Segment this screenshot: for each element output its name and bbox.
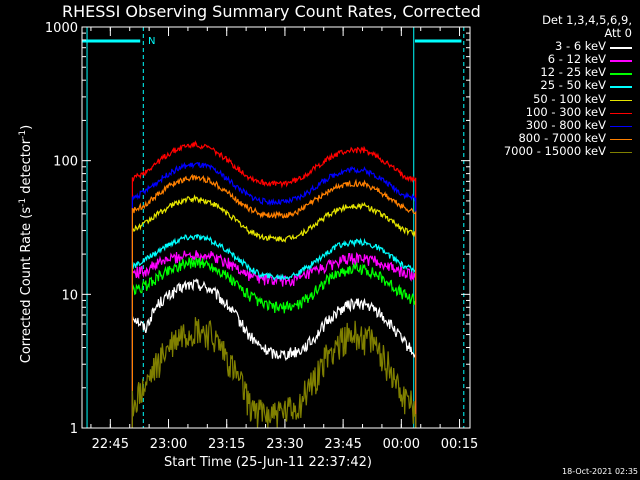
series-line-5 — [131, 140, 417, 428]
series-line-3 — [131, 233, 417, 428]
legend-swatch — [610, 138, 632, 141]
legend-entry: 6 - 12 keV — [478, 53, 638, 66]
series-line-8 — [131, 317, 417, 429]
legend-label: 12 - 25 keV — [540, 65, 606, 80]
legend-swatch — [610, 73, 632, 75]
series-line-1 — [131, 250, 417, 428]
chart-title: RHESSI Observing Summary Count Rates, Co… — [62, 2, 481, 21]
plot-frame-border — [81, 26, 471, 429]
series-line-0 — [131, 278, 417, 428]
legend: Det 1,3,4,5,6,9, Att 0 3 - 6 keV 6 - 12 k… — [478, 13, 638, 158]
series-line-7 — [131, 173, 417, 428]
x-tick-label: 23:45 — [324, 437, 361, 452]
x-tick-label: 23:15 — [208, 437, 245, 452]
series-line-2 — [131, 256, 417, 428]
legend-label: 800 - 7000 keV — [518, 130, 606, 145]
legend-header-detectors: Det 1,3,4,5,6,9, — [542, 13, 632, 27]
x-tick-label: 22:45 — [92, 437, 129, 452]
legend-label: 3 - 6 keV — [555, 39, 606, 54]
series-line-4 — [131, 194, 417, 428]
y-tick-label: 1000 — [45, 21, 78, 36]
x-axis-label: Start Time (25-Jun-11 22:37:42) — [164, 455, 372, 470]
legend-swatch — [610, 60, 632, 62]
y-tick-label: 100 — [53, 155, 78, 170]
x-tick-label: 23:00 — [150, 437, 187, 452]
legend-entry: 3 - 6 keV — [478, 40, 638, 53]
flag-label: N — [148, 36, 155, 47]
legend-entry: 50 - 100 keV — [478, 91, 638, 106]
legend-entry: 7000 - 15000 keV — [478, 143, 638, 158]
series-line-6 — [131, 161, 417, 428]
x-tick-label: 00:15 — [441, 437, 478, 452]
legend-swatch — [610, 86, 632, 88]
legend-swatch — [610, 125, 632, 128]
legend-entry: 25 - 50 keV — [478, 79, 638, 92]
legend-swatch — [610, 151, 632, 154]
legend-entry: 12 - 25 keV — [478, 66, 638, 79]
legend-swatch — [610, 47, 632, 49]
x-tick-label: 00:00 — [383, 437, 420, 452]
y-tick-label: 10 — [61, 288, 78, 303]
legend-label: 7000 - 15000 keV — [503, 143, 606, 158]
legend-label: 100 - 300 keV — [525, 104, 606, 119]
generation-timestamp: 18-Oct-2021 02:35 — [562, 467, 638, 476]
legend-label: 50 - 100 keV — [533, 91, 606, 106]
legend-header-attenuator: Att 0 — [604, 26, 632, 41]
y-tick-label: 1 — [70, 422, 78, 437]
legend-swatch — [610, 112, 632, 115]
y-axis-label: Corrected Count Rate (s-1 detector-1) — [17, 124, 35, 364]
legend-label: 300 - 800 keV — [525, 117, 606, 132]
x-tick-label: 23:30 — [266, 437, 303, 452]
legend-entry: 300 - 800 keV — [478, 117, 638, 132]
legend-label: 6 - 12 keV — [547, 52, 606, 67]
legend-swatch — [610, 99, 632, 102]
legend-entry: 800 - 7000 keV — [478, 130, 638, 145]
legend-label: 25 - 50 keV — [540, 78, 606, 93]
legend-entry: 100 - 300 keV — [478, 104, 638, 119]
